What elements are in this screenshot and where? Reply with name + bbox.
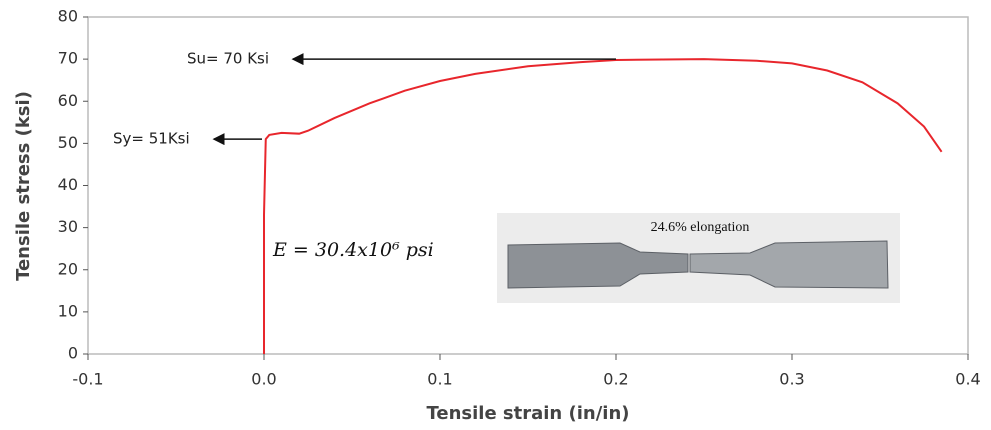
y-axis-title: Tensile stress (ksi) — [13, 91, 34, 281]
y-tick-label: 40 — [58, 175, 78, 194]
annotation-label: Sy= 51Ksi — [113, 130, 190, 148]
x-tick-label: -0.1 — [72, 370, 103, 389]
x-axis-title: Tensile strain (in/in) — [426, 403, 629, 424]
y-tick-label: 0 — [68, 344, 78, 363]
stress-strain-curve — [263, 58, 943, 354]
specimen-right — [689, 240, 889, 289]
y-tick-label: 20 — [58, 259, 78, 278]
inset-photo: 24.6% elongation — [497, 213, 900, 303]
modulus-label: E = 30.4x10⁶ psi — [272, 239, 434, 261]
y-tick-label: 80 — [58, 7, 78, 26]
specimen-left — [507, 242, 689, 289]
x-tick-label: 0.2 — [603, 370, 628, 389]
x-tick-label: 0.4 — [955, 370, 980, 389]
y-tick-label: 60 — [58, 91, 78, 110]
y-tick-label: 70 — [58, 49, 78, 68]
x-tick-label: 0.1 — [427, 370, 452, 389]
y-tick-label: 30 — [58, 217, 78, 236]
inset-caption: 24.6% elongation — [651, 220, 750, 235]
y-tick-label: 50 — [58, 133, 78, 152]
x-tick-label: 0.0 — [251, 370, 276, 389]
annotation-label: Su= 70 Ksi — [187, 50, 269, 68]
y-tick-label: 10 — [58, 301, 78, 320]
x-tick-label: 0.3 — [779, 370, 804, 389]
